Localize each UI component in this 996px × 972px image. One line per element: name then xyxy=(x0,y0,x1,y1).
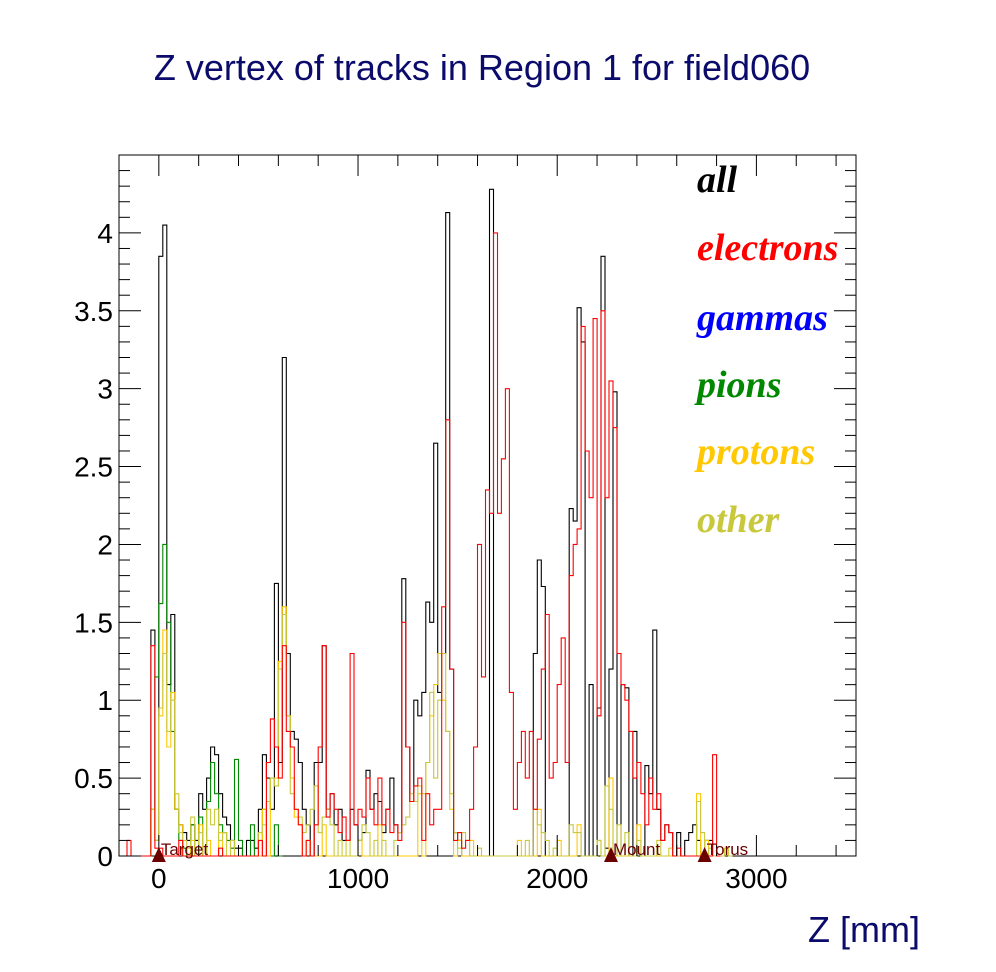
x-tick-label: 3000 xyxy=(725,863,787,894)
series-all-line xyxy=(146,188,717,857)
marker-mount-triangle xyxy=(603,847,618,862)
x-tick-label: 0 xyxy=(151,863,167,894)
y-tick-label: 3.5 xyxy=(74,296,113,327)
axis-ticks-layer: 0 0.5 1 1.5 2 2.5 3 3.5 4 0 1000 2000 3000 xyxy=(74,155,856,894)
chart-title: Z vertex of tracks in Region 1 for field… xyxy=(154,47,810,88)
y-tick-label: 4 xyxy=(97,218,113,249)
y-tick-label: 0 xyxy=(97,841,113,872)
x-tick-label: 1000 xyxy=(327,863,389,894)
marker-torus-label: Torus xyxy=(707,840,749,859)
markers-layer: Target Mount Torus xyxy=(151,840,749,862)
legend-entry-protons: protons xyxy=(694,431,815,473)
legend-entry-pions: pions xyxy=(694,364,781,406)
legend-entry-other: other xyxy=(697,499,781,541)
legend-entry-gammas: gammas xyxy=(696,297,828,339)
marker-target-triangle xyxy=(151,847,166,862)
legend-entry-electrons: electrons xyxy=(697,227,838,269)
y-tick-label: 3 xyxy=(97,374,113,405)
y-tick-label: 0.5 xyxy=(74,763,113,794)
histogram-series-layer xyxy=(123,188,733,857)
y-tick-label: 2.5 xyxy=(74,452,113,483)
y-tick-label: 2 xyxy=(97,529,113,560)
x-tick-label: 2000 xyxy=(526,863,588,894)
legend: all electrons gammas pions protons other xyxy=(694,159,838,541)
legend-entry-all: all xyxy=(697,159,738,201)
x-axis-label: Z [mm] xyxy=(808,909,920,950)
y-tick-label: 1.5 xyxy=(74,607,113,638)
series-pions-line xyxy=(146,543,283,857)
series-other-line xyxy=(146,613,733,857)
marker-mount-label: Mount xyxy=(613,840,661,859)
marker-torus-triangle xyxy=(697,847,712,862)
y-tick-label: 1 xyxy=(97,685,113,716)
series-electrons-line xyxy=(123,232,721,857)
marker-target-label: Target xyxy=(161,840,209,859)
